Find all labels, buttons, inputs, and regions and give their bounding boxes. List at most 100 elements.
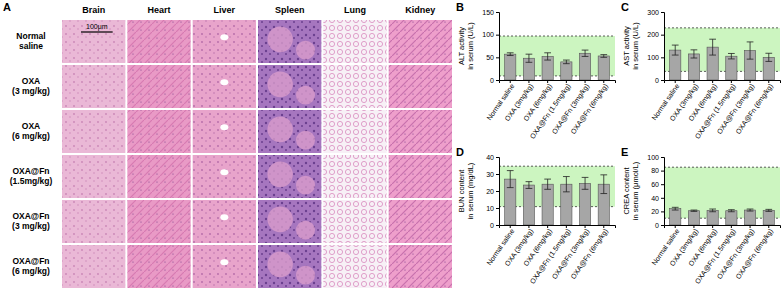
liver-vein (220, 124, 228, 130)
bar (542, 184, 553, 225)
panel-label: C (621, 1, 629, 13)
axis-title: in serum (μmol/L) (631, 161, 640, 220)
axis-line (496, 13, 500, 81)
tick-label: 0 (655, 222, 659, 229)
spleen-follicle (268, 71, 293, 97)
histology-image (258, 65, 321, 108)
column-header: Kidney (405, 5, 435, 15)
tick-label: OXA@Fn (6mg/kg) (569, 227, 610, 280)
reference-line (664, 167, 780, 168)
spleen-follicle (296, 86, 315, 105)
histology-image (62, 20, 125, 63)
spleen-follicle (268, 251, 293, 277)
tick-label: 0 (490, 77, 494, 84)
tick: OXA@Fn (6mg/kg) (569, 80, 610, 136)
bar (505, 54, 516, 80)
tick: 150 (482, 9, 499, 16)
error-bar (526, 182, 533, 189)
error-bar (672, 207, 679, 210)
scale-bar (81, 31, 113, 32)
reference-band (499, 36, 615, 76)
tick-label: 150 (482, 9, 494, 16)
reference-band (499, 166, 615, 206)
axis-title: AST activity (622, 26, 631, 66)
tick-mark (496, 12, 499, 13)
axis-line (665, 226, 781, 229)
liver-vein (220, 34, 228, 40)
tick-label: OXA@Fn (6mg/kg) (734, 227, 775, 280)
histology-image (62, 200, 125, 243)
axis-title: in serum (U/L) (631, 22, 640, 70)
bar (598, 56, 609, 80)
tick-label: 100 (647, 154, 659, 161)
reference-line (499, 206, 615, 207)
figure: ABrainHeartLiverSpleenLungKidneyNormalsa… (0, 0, 784, 290)
panel-label: B (456, 1, 464, 13)
tick-label: 40 (651, 195, 659, 202)
spleen-follicle (296, 41, 315, 60)
histology-image (258, 20, 321, 63)
tick-mark (496, 157, 499, 158)
column-header: Lung (344, 5, 366, 15)
tick-mark (661, 157, 664, 158)
row-label: (6 mg/kg) (12, 266, 50, 276)
histology-image (193, 110, 256, 153)
axis-line (500, 226, 616, 229)
tick-mark (661, 225, 664, 226)
row-label: (6 mg/kg) (12, 131, 50, 141)
tick-mark (496, 191, 499, 192)
tick-label: 80 (651, 167, 659, 174)
tick-mark (496, 35, 499, 36)
spleen-follicle (268, 161, 293, 187)
bar (670, 209, 681, 225)
tick: 20 (486, 188, 499, 195)
axis-line (661, 13, 665, 81)
panel-label: A (3, 1, 11, 13)
liver-vein (220, 259, 228, 265)
tick: 0 (490, 77, 499, 84)
error-bar (747, 42, 754, 59)
spleen-follicle (296, 176, 315, 195)
tick-mark (661, 80, 664, 81)
error-bar (507, 171, 514, 188)
axis-line (661, 158, 665, 226)
axis-title: CREA content (622, 167, 631, 215)
reference-line (499, 166, 615, 167)
column-header: Brain (82, 5, 105, 15)
reference-line (664, 71, 780, 72)
reference-line (499, 75, 615, 76)
error-bar (563, 60, 570, 64)
chart: C0100200300Normal salineOXA (3mg/kg)OXA … (621, 1, 781, 141)
tick: OXA@Fn (6mg/kg) (734, 225, 775, 281)
row-label: OXA@Fn (12, 211, 49, 221)
plot-area (664, 28, 780, 80)
tick-label: 50 (486, 54, 494, 61)
tick-mark (661, 35, 664, 36)
tick-mark (496, 208, 499, 209)
tick-mark (496, 225, 499, 226)
histology-image (193, 155, 256, 198)
column-header: Heart (147, 5, 170, 15)
axis-title: in serum (mg/dL) (466, 162, 475, 219)
row-label: OXA (22, 121, 40, 131)
bar (763, 210, 774, 225)
column-header: Liver (214, 5, 236, 15)
tick-label: 100 (647, 54, 659, 61)
bar (707, 210, 718, 225)
histology-image (258, 200, 321, 243)
tick: 20 (651, 208, 664, 215)
tick: OXA@Fn (6mg/kg) (569, 225, 610, 281)
error-bar (765, 53, 772, 61)
histology-image (62, 245, 125, 288)
error-bar (765, 209, 772, 211)
tick: 200 (647, 31, 664, 38)
error-bar (563, 177, 570, 192)
y-axis: 050100150 (482, 9, 499, 84)
reference-line (664, 27, 780, 28)
row-label: (3 mg/kg) (12, 221, 50, 231)
histology-image (127, 245, 190, 288)
histology-image (127, 155, 190, 198)
tick: 300 (647, 9, 664, 16)
bar (726, 56, 737, 80)
tick-label: 10 (486, 205, 494, 212)
